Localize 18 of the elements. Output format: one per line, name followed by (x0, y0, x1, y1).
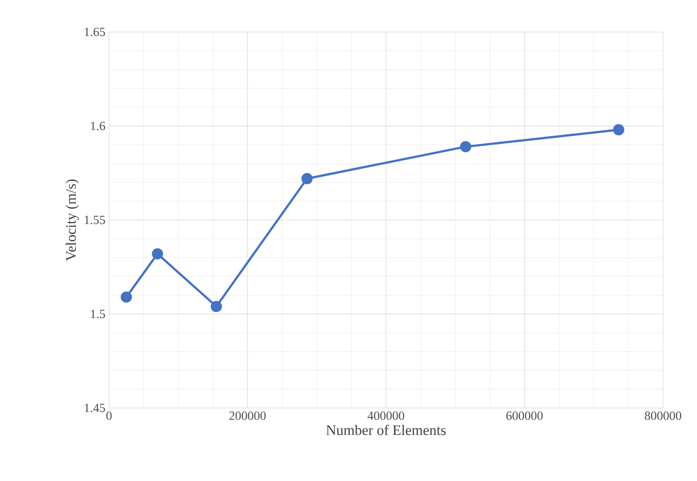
x-tick-label: 200000 (229, 412, 266, 420)
point (120, 291, 132, 303)
point (613, 124, 624, 136)
x-axis-title: Number of Elements (326, 424, 446, 436)
y-tick-label: 1.45 (84, 404, 105, 412)
y-tick-label: 1.5 (91, 310, 105, 318)
point (301, 173, 313, 184)
point (210, 300, 222, 312)
y-tick-label: 1.55 (84, 216, 105, 224)
x-tick-label: 800000 (644, 412, 682, 420)
point (460, 141, 472, 152)
point (152, 248, 164, 260)
y-tick-label: 1.65 (84, 28, 105, 36)
x-tick-label: 0 (106, 412, 112, 420)
y-axis-title: Velocity (m/s) (66, 180, 79, 261)
x-tick-label: 400000 (368, 412, 404, 420)
x-tick-label: 600000 (506, 412, 543, 420)
y-tick-label: 1.6 (91, 122, 106, 130)
